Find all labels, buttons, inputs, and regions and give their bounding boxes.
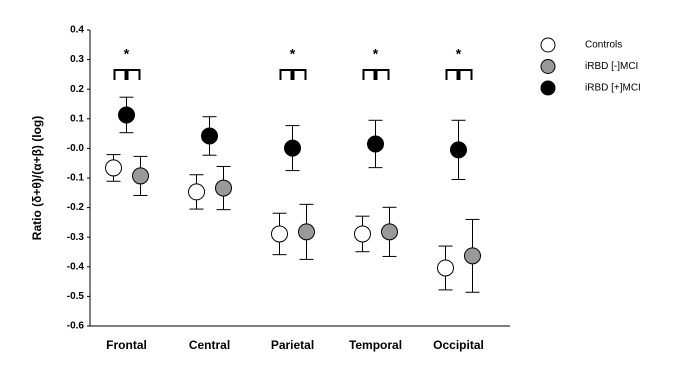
- marker: [367, 135, 384, 153]
- bracket: [279, 69, 293, 80]
- y-tick-label: -0.4: [67, 261, 85, 272]
- bracket: [113, 69, 127, 80]
- y-tick-label: -0.2: [67, 202, 85, 213]
- marker: [450, 141, 467, 159]
- bracket: [375, 69, 390, 80]
- x-tick-label: Temporal: [349, 338, 402, 352]
- y-tick-label: -0.0: [67, 143, 85, 154]
- x-tick-label: Frontal: [106, 338, 147, 352]
- legend-label: iRBD [+]MCI: [585, 83, 641, 94]
- marker: [201, 127, 218, 145]
- marker: [188, 183, 205, 201]
- y-tick-label: -0.1: [67, 173, 85, 184]
- marker: [118, 106, 135, 124]
- y-axis-label: Ratio (δ+θ)/(α+β) (log): [30, 116, 44, 240]
- y-tick-label: -0.3: [67, 232, 85, 243]
- marker: [271, 225, 288, 243]
- legend-marker: [540, 37, 556, 53]
- bracket: [362, 69, 376, 80]
- marker: [215, 179, 232, 197]
- marker: [437, 259, 454, 277]
- bracket: [126, 69, 141, 80]
- legend-label: Controls: [585, 40, 622, 51]
- bracket: [458, 69, 473, 80]
- marker: [284, 139, 301, 157]
- legend-marker: [540, 80, 556, 96]
- marker: [298, 223, 315, 241]
- y-tick-label: 0.3: [70, 54, 84, 65]
- legend-label: iRBD [-]MCI: [585, 61, 638, 72]
- significance: *: [373, 46, 379, 62]
- x-tick-label: Occipital: [433, 338, 484, 352]
- marker: [105, 159, 122, 177]
- significance: *: [124, 46, 130, 62]
- marker: [464, 247, 481, 265]
- marker: [354, 225, 371, 243]
- significance: *: [290, 46, 296, 62]
- marker: [381, 223, 398, 241]
- x-tick-label: Parietal: [271, 338, 314, 352]
- x-tick-label: Central: [189, 338, 230, 352]
- y-tick-label: 0.4: [70, 25, 84, 36]
- y-tick-label: 0.2: [70, 84, 84, 95]
- y-tick-label: 0.1: [70, 113, 84, 124]
- bracket: [445, 69, 459, 80]
- y-tick-label: -0.5: [67, 291, 85, 302]
- legend-marker: [540, 59, 556, 74]
- y-tick-label: -0.6: [67, 321, 85, 332]
- marker: [132, 167, 149, 185]
- significance: *: [456, 46, 462, 62]
- bracket: [292, 69, 307, 80]
